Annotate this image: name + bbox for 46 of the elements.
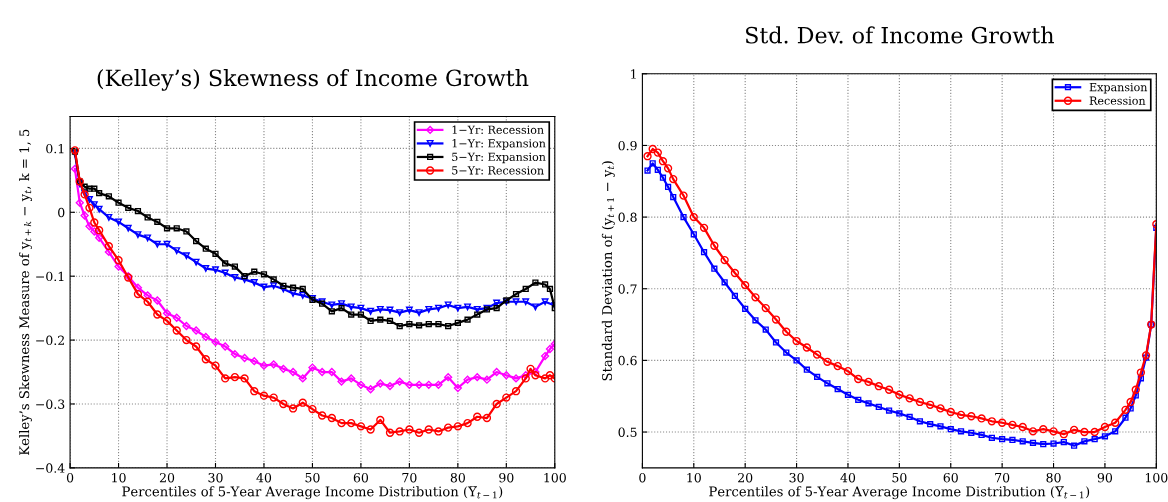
y-tick-label: 1	[631, 69, 636, 79]
legend-label: 1−Yr: Recession	[452, 125, 544, 134]
x-tick-label: 80	[1046, 472, 1061, 483]
x-tick-label: 100	[544, 472, 566, 483]
x-tick-label: 0	[639, 472, 646, 483]
x-tick-label: 30	[789, 472, 804, 483]
x-tick-label: 40	[256, 472, 272, 483]
x-tick-label: 90	[499, 472, 514, 483]
y-tick-label: 0.8	[618, 212, 637, 223]
x-tick-label: 10	[687, 472, 701, 483]
legend-label: 1−Yr: Expansion	[452, 139, 546, 150]
x-tick-label: 60	[943, 472, 958, 483]
chart-title: (Kelley’s) Skewness of Income Growth	[97, 69, 529, 91]
x-tick-label: 40	[840, 472, 856, 483]
y-tick-label: 0.9	[618, 140, 637, 151]
y-tick-label: 0.6	[618, 355, 637, 366]
x-tick-label: 30	[208, 472, 223, 483]
legend-label: 5−Yr: Recession	[452, 166, 544, 175]
x-tick-label: 70	[402, 472, 417, 483]
y-tick-label: −0.3	[36, 399, 65, 409]
x-tick-label: 0	[66, 472, 74, 483]
x-tick-label: 100	[1145, 472, 1168, 483]
x-tick-label: 20	[159, 472, 175, 483]
chart-title: Std. Dev. of Income Growth	[746, 26, 1054, 44]
x-tick-label: 60	[353, 472, 369, 483]
y-tick-label: 0.5	[618, 427, 637, 437]
legend-label: Recession	[1089, 96, 1146, 105]
y-axis-title: Standard Deviation of (y$_{t+1}$ − y$_{t}$)	[601, 161, 615, 381]
y-tick-label: 0.1	[46, 143, 64, 154]
legend-label: 5−Yr: Expansion	[452, 152, 546, 164]
y-tick-label: 0.7	[618, 284, 637, 294]
x-tick-label: 10	[112, 472, 126, 483]
x-tick-label: 90	[1097, 472, 1113, 483]
y-axis-title: Kelley’s Skewness Measure of y$_{t+k}$ − y$_{t}$, k = 1, 5	[19, 129, 32, 455]
x-tick-label: 50	[892, 472, 907, 483]
x-axis-title: Percentiles of 5-Year Average Income Distribution (Y̅$_{t−1}$)	[122, 486, 503, 500]
y-tick-label: −0.1	[36, 271, 64, 282]
y-tick-label: 0	[58, 207, 65, 218]
x-tick-label: 70	[995, 472, 1010, 483]
legend-label: Expansion	[1089, 82, 1148, 94]
x-axis-title: Percentiles of 5-Year Average Income Distribution (Y̅$_{t−1}$)	[709, 486, 1090, 500]
y-tick-label: −0.2	[36, 335, 64, 346]
x-tick-label: 50	[305, 472, 320, 483]
y-tick-label: −0.4	[36, 463, 65, 473]
x-tick-label: 80	[450, 472, 465, 483]
x-tick-label: 20	[738, 472, 753, 483]
